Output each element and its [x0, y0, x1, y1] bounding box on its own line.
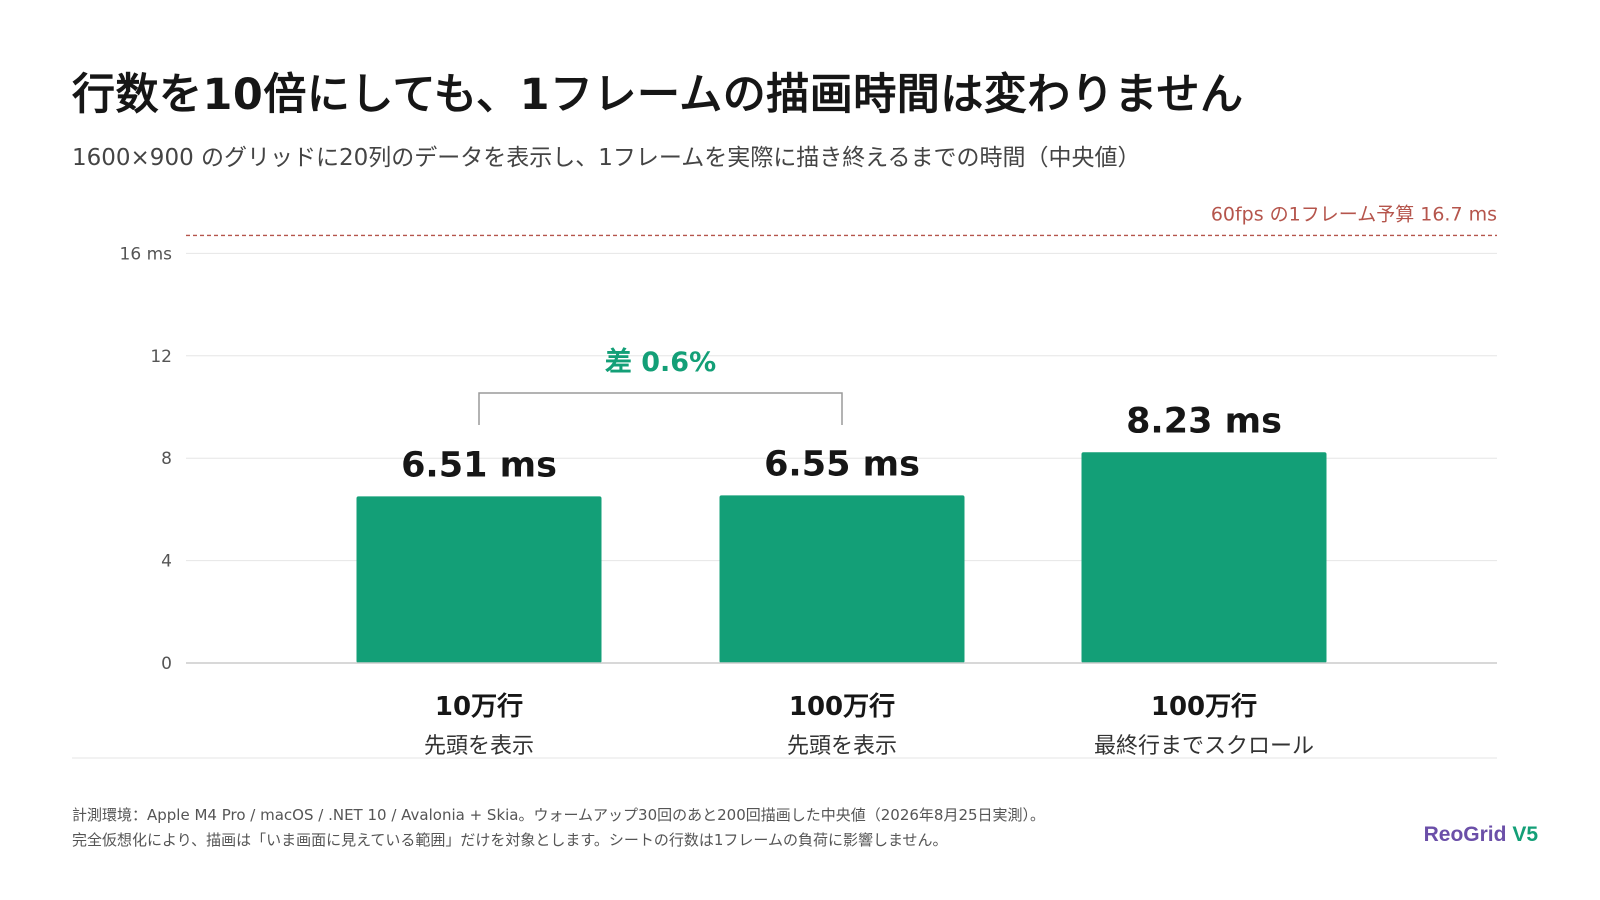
category-label: 100万行	[789, 691, 895, 722]
category-sublabel: 最終行までスクロール	[1094, 734, 1314, 759]
difference-bracket	[478, 392, 843, 425]
bar-value-label: 6.55 ms	[764, 444, 920, 484]
y-tick-label: 16 ms	[120, 244, 173, 264]
bar	[1081, 452, 1327, 663]
brand-logo: ReoGrid V5	[1424, 823, 1538, 847]
page-title: 行数を10倍にしても、1フレームの描画時間は変わりません	[72, 70, 1244, 120]
category-label: 10万行	[435, 691, 523, 722]
category-sublabel: 先頭を表示	[424, 734, 534, 759]
category-sublabel: 先頭を表示	[787, 734, 897, 759]
y-tick-label: 4	[161, 552, 172, 572]
y-tick-label: 0	[161, 654, 172, 674]
reference-line-label: 60fps の1フレーム予算 16.7 ms	[1211, 203, 1497, 225]
bar-value-label: 8.23 ms	[1126, 401, 1282, 441]
brand-name: ReoGrid	[1423, 823, 1507, 846]
bar-chart: 0 4 8 12 16 ms 60fps の1フレーム予算 16.7 ms 6.51 ms 1…	[72, 203, 1497, 759]
difference-label: 差 0.6%	[605, 346, 716, 378]
bar-value-label: 6.51 ms	[401, 445, 557, 485]
page-subtitle: 1600×900 のグリッドに20列のデータを表示し、1フレームを実際に描き終え…	[72, 145, 1141, 171]
bar	[356, 496, 602, 663]
bar	[719, 495, 965, 663]
footnote-virtualization: 完全仮想化により、描画は「いま画面に見えている範囲」だけを対象とします。シートの…	[72, 831, 948, 849]
y-tick-label: 8	[161, 449, 172, 469]
y-tick-label: 12	[150, 347, 172, 367]
brand-version: V5	[1512, 823, 1538, 846]
footnote-environment: 計測環境：Apple M4 Pro / macOS / .NET 10 / Av…	[72, 806, 1046, 824]
category-label: 100万行	[1151, 691, 1257, 722]
